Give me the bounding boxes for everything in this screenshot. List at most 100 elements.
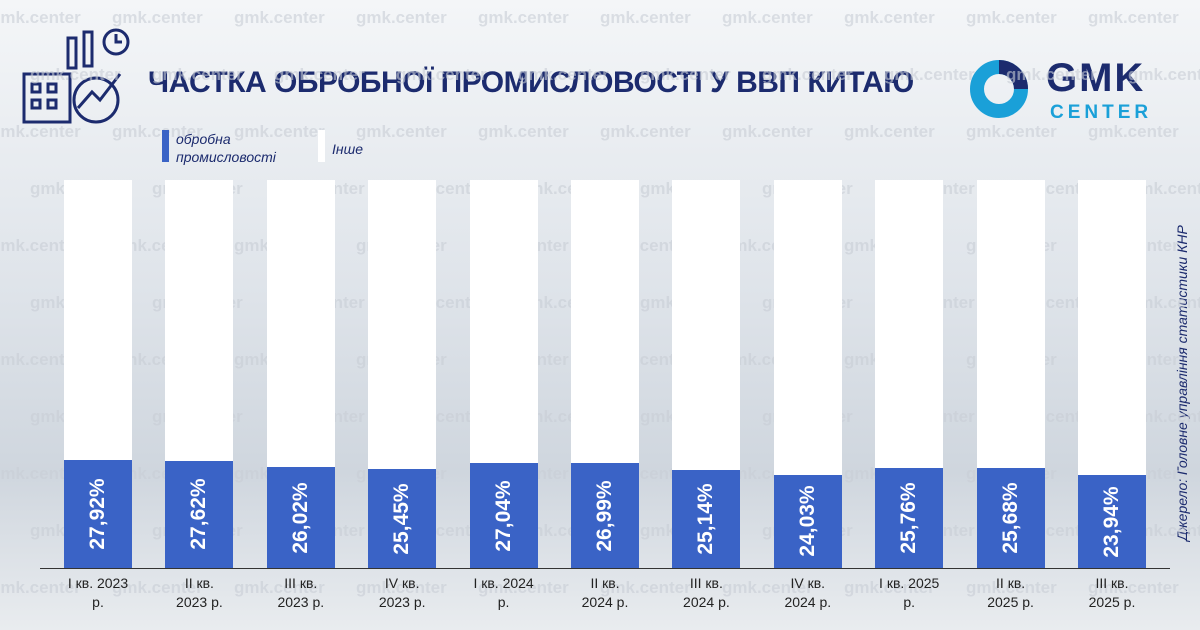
watermark: gmk.center (600, 8, 691, 27)
watermark: gmk.center (844, 578, 935, 597)
bar-segment (976, 468, 1045, 568)
bar-segment-other (976, 180, 1045, 469)
watermark: gmk.center (112, 578, 203, 597)
bar-segment-other (875, 180, 944, 469)
bar-segment-other (1078, 180, 1146, 476)
watermark: gmk.center (152, 65, 243, 84)
bar-segment (64, 459, 132, 568)
watermark: gmk.center (1128, 179, 1200, 198)
watermark: gmk.center (0, 8, 81, 27)
source-note: Джерело: Головне управління статистики К… (1174, 225, 1190, 541)
watermark: gmk.center (0, 236, 81, 255)
watermark: gmk.center (1006, 65, 1097, 84)
watermark: gmk.center (966, 578, 1057, 597)
watermark: gmk.center (234, 122, 325, 141)
chart-title: ЧАСТКА ОБРОБНОЇ ПРОМИСЛОВОСТІ У ВВП КИТА… (148, 66, 914, 99)
bar-segment-other (571, 180, 639, 464)
watermark: gmk.center (112, 8, 203, 27)
bar-segment-other (266, 180, 335, 468)
watermark: gmk.center (356, 8, 447, 27)
x-tick-label: I кв. 2025 р. (879, 575, 940, 610)
watermark: gmk.center (1088, 8, 1179, 27)
x-tick-label: I кв. 2024 р. (473, 575, 534, 610)
value-label: 27,04% (491, 479, 515, 552)
bar-segment (1078, 475, 1146, 568)
x-tick-label: IV кв. 2023 р. (378, 575, 426, 610)
watermark: gmk.center (0, 122, 81, 141)
x-tick-label: II кв. 2025 р. (987, 575, 1034, 610)
watermark: gmk.center (966, 122, 1057, 141)
x-tick-label: II кв. 2024 р. (581, 575, 629, 610)
watermark: gmk.center (356, 122, 447, 141)
value-label: 25,76% (897, 482, 921, 554)
watermark: gmk.center (234, 8, 325, 27)
legend-swatch (318, 130, 325, 162)
bar-segment-other (165, 180, 234, 461)
legend-swatch (162, 130, 169, 162)
bar-segment (165, 460, 234, 568)
logo-subtext: CENTER (1050, 102, 1153, 123)
watermark: gmk.center (396, 65, 487, 84)
watermark: gmk.center (600, 578, 691, 597)
value-label: 24,03% (795, 485, 819, 557)
watermark: gmk.center (0, 350, 81, 369)
watermark: gmk.center (884, 65, 975, 84)
logo-text: GMK (1046, 56, 1146, 100)
logo-mark (970, 60, 1028, 118)
value-label: 27,62% (187, 478, 211, 551)
watermark: gmk.center (0, 578, 81, 597)
bar-segment-other (469, 180, 538, 464)
watermark: gmk.center (478, 122, 569, 141)
watermark: gmk.center (274, 65, 365, 84)
watermark: gmk.center (844, 122, 935, 141)
value-label: 23,94% (1100, 485, 1123, 558)
watermark: gmk.center (762, 65, 853, 84)
value-label: 26,02% (288, 481, 312, 554)
watermark: gmk.center (600, 122, 691, 141)
watermark: gmk.center (0, 464, 81, 483)
watermark: gmk.center (478, 8, 569, 27)
x-tick-label: III кв. 2025 р. (1088, 575, 1136, 610)
bar-segment (266, 467, 335, 568)
watermark: gmk.center (1088, 122, 1179, 141)
bar-segment (672, 470, 741, 568)
watermark: gmk.center (844, 8, 935, 27)
watermark: gmk.center (722, 122, 813, 141)
bar-segment-other (368, 180, 437, 470)
watermark: gmk.center (30, 65, 121, 84)
watermark: gmk.center (1128, 65, 1200, 84)
watermark: gmk.center (722, 8, 813, 27)
watermark: gmk.center (478, 578, 569, 597)
value-label: 25,14% (694, 483, 718, 555)
bar-segment-other (672, 180, 741, 471)
x-tick-label: III кв. 2023 р. (277, 575, 325, 610)
bar-segment (368, 469, 437, 568)
watermark: gmk.center (356, 578, 447, 597)
watermark: gmk.center (518, 65, 609, 84)
bar-segment (571, 463, 639, 568)
value-label: 26,99% (593, 480, 616, 552)
watermark: gmk.center (112, 122, 203, 141)
watermark: gmk.center (640, 65, 731, 84)
value-label: 25,45% (390, 483, 414, 555)
watermark: gmk.center (722, 578, 813, 597)
value-label: 27,92% (86, 478, 109, 550)
watermark: gmk.center (1128, 521, 1200, 540)
x-tick-label: IV кв. 2024 р. (784, 575, 832, 610)
bar-segment (875, 468, 944, 568)
x-tick-label: II кв. 2023 р. (176, 575, 223, 610)
legend-label: обробна промисловості (176, 131, 276, 165)
watermark: gmk.center (966, 8, 1057, 27)
bar-segment (773, 474, 842, 568)
bar-segment-other (64, 180, 132, 460)
watermark: gmk.center (1128, 407, 1200, 426)
legend-label: Інше (332, 141, 364, 157)
baseline (40, 568, 1170, 569)
watermark: gmk.center (1088, 578, 1179, 597)
bar-segment-other (773, 180, 842, 475)
industry-icon (22, 28, 130, 124)
value-label: 25,68% (998, 482, 1022, 554)
watermark: gmk.center (234, 578, 325, 597)
x-tick-label: III кв. 2024 р. (683, 575, 730, 610)
